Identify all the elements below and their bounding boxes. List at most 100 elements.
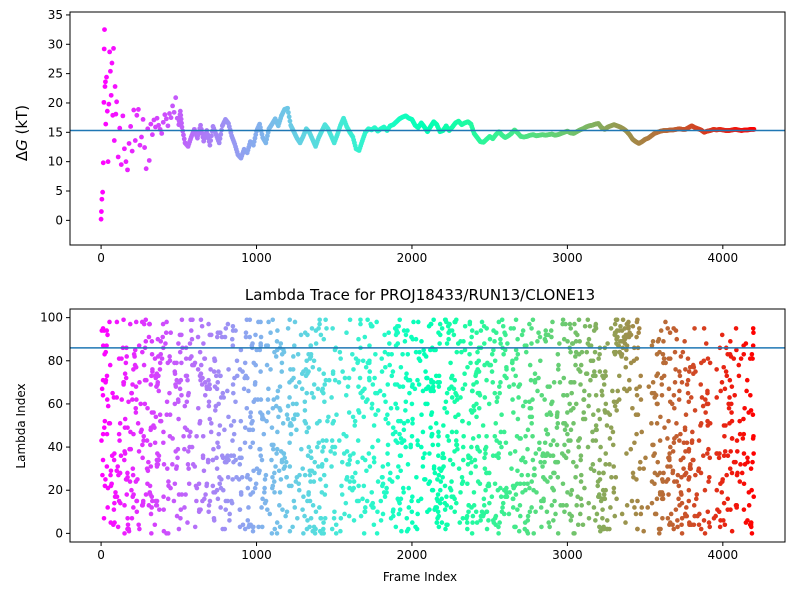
lambda-trace-point bbox=[287, 423, 293, 428]
lambda-trace-point bbox=[320, 386, 326, 392]
lambda-trace-point bbox=[156, 388, 162, 394]
lambda-trace-point bbox=[607, 436, 613, 441]
lambda-trace-point bbox=[209, 421, 214, 426]
lambda-trace-point bbox=[198, 377, 203, 383]
lambda-trace-point bbox=[474, 330, 479, 336]
lambda-trace-point bbox=[492, 515, 498, 521]
lambda-trace-point bbox=[585, 317, 591, 323]
lambda-trace-point bbox=[670, 449, 676, 454]
lambda-trace-point bbox=[218, 485, 224, 491]
lambda-trace-point bbox=[656, 531, 662, 536]
lambda-trace-point bbox=[746, 410, 751, 415]
lambda-trace-point bbox=[130, 494, 136, 499]
lambda-trace-point bbox=[593, 438, 599, 443]
lambda-trace-point bbox=[567, 321, 573, 327]
lambda-trace-point bbox=[386, 330, 391, 336]
lambda-trace-point bbox=[272, 526, 278, 532]
lambda-trace-point bbox=[394, 405, 400, 411]
lambda-trace-point bbox=[420, 455, 426, 461]
lambda-trace-point bbox=[278, 477, 284, 482]
lambda-trace-point bbox=[356, 498, 361, 504]
lambda-trace-point bbox=[633, 511, 639, 517]
delta-g-point bbox=[178, 112, 184, 118]
lambda-trace-point bbox=[676, 397, 682, 402]
lambda-trace-point bbox=[309, 468, 315, 474]
lambda-trace-point bbox=[380, 474, 385, 480]
lambda-trace-point bbox=[659, 392, 665, 398]
lambda-trace-point bbox=[149, 373, 154, 379]
lambda-trace-point bbox=[568, 492, 574, 497]
lambda-trace-point bbox=[638, 459, 643, 465]
lambda-trace-point bbox=[324, 326, 329, 331]
lambda-trace-point bbox=[705, 451, 710, 456]
lambda-trace-point bbox=[429, 410, 435, 415]
lambda-trace-point bbox=[547, 384, 552, 389]
lambda-trace-point bbox=[678, 431, 683, 437]
lambda-trace-point bbox=[550, 399, 555, 405]
lambda-trace-point bbox=[582, 416, 588, 422]
lambda-trace-point bbox=[397, 507, 403, 512]
lambda-trace-point bbox=[634, 392, 640, 398]
lambda-trace-point bbox=[302, 472, 308, 478]
lambda-trace-point bbox=[649, 500, 655, 506]
lambda-trace-point bbox=[517, 503, 523, 508]
lambda-trace-point bbox=[670, 468, 676, 474]
lambda-trace-point bbox=[101, 515, 107, 521]
lambda-trace-point bbox=[368, 323, 374, 329]
delta-g-point bbox=[107, 49, 113, 55]
lambda-trace-point bbox=[568, 427, 574, 433]
lambda-trace-point bbox=[149, 352, 155, 357]
lambda-trace-point bbox=[358, 390, 363, 396]
lambda-trace-point bbox=[623, 364, 629, 370]
lambda-trace-point bbox=[308, 515, 314, 521]
lambda-trace-point bbox=[737, 479, 743, 484]
lambda-trace-point bbox=[282, 464, 288, 469]
lambda-trace-point bbox=[610, 429, 616, 435]
lambda-trace-point bbox=[459, 349, 464, 355]
lambda-trace-point bbox=[393, 401, 398, 407]
lambda-trace-point bbox=[382, 494, 388, 499]
lambda-trace-point bbox=[200, 455, 206, 461]
lambda-trace-point bbox=[147, 483, 153, 489]
lambda-trace-point bbox=[318, 332, 324, 338]
lambda-trace-point bbox=[666, 418, 671, 424]
lambda-trace-point bbox=[403, 444, 409, 450]
lambda-trace-point bbox=[206, 509, 211, 515]
lambda-trace-point bbox=[676, 496, 681, 502]
lambda-trace-point bbox=[484, 377, 489, 383]
lambda-trace-point bbox=[367, 343, 372, 348]
lambda-trace-point bbox=[226, 414, 231, 420]
lambda-trace-point bbox=[481, 496, 487, 502]
lambda-trace-point bbox=[546, 520, 552, 525]
lambda-trace-point bbox=[316, 326, 321, 331]
lambda-trace-point bbox=[311, 479, 317, 484]
lambda-trace-point bbox=[374, 390, 380, 396]
lambda-trace-point bbox=[748, 522, 754, 528]
lambda-trace-point bbox=[270, 483, 276, 489]
lambda-trace-point bbox=[633, 412, 639, 418]
lambda-trace-point bbox=[706, 479, 711, 484]
lambda-trace-point bbox=[438, 479, 444, 484]
delta-g-point bbox=[170, 103, 175, 109]
lambda-trace-point bbox=[682, 425, 688, 430]
lambda-trace-point bbox=[161, 462, 167, 467]
lambda-trace-point bbox=[671, 392, 677, 398]
lambda-trace-point bbox=[513, 317, 519, 323]
lambda-trace-point bbox=[206, 403, 212, 409]
lambda-trace-point bbox=[212, 384, 218, 389]
lambda-trace-point bbox=[233, 399, 238, 405]
lambda-trace-point bbox=[230, 328, 236, 333]
lambda-trace-point bbox=[561, 392, 566, 398]
lambda-trace-point bbox=[220, 390, 226, 396]
lambda-trace-point bbox=[136, 449, 142, 454]
lambda-trace-point bbox=[372, 375, 377, 381]
lambda-trace-point bbox=[482, 446, 488, 452]
lambda-trace-point bbox=[427, 451, 432, 456]
lambda-trace-point bbox=[225, 455, 230, 461]
lambda-trace-point bbox=[225, 321, 231, 327]
lambda-trace-point bbox=[202, 392, 208, 398]
lambda-trace-point bbox=[440, 455, 445, 461]
lambda-trace-point bbox=[104, 431, 110, 437]
lambda-trace-point bbox=[164, 399, 170, 405]
